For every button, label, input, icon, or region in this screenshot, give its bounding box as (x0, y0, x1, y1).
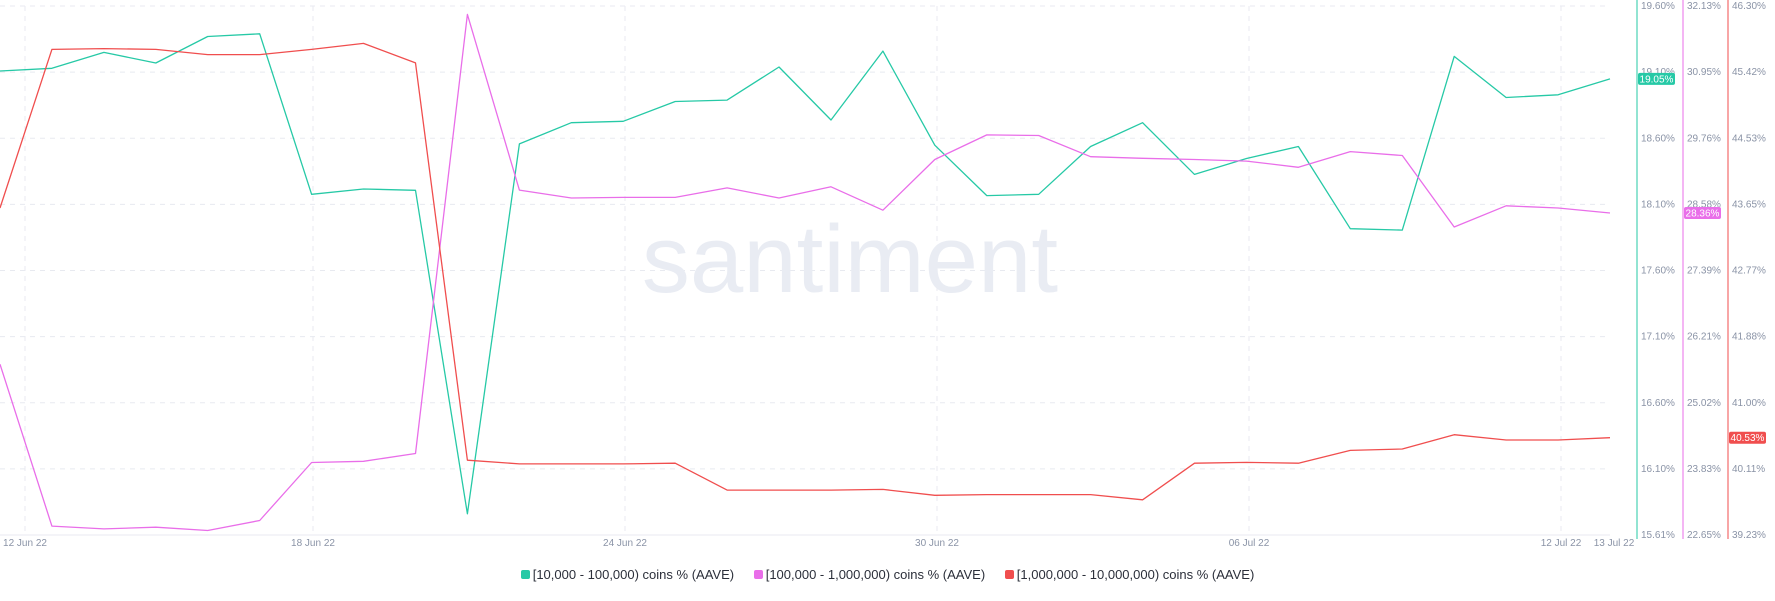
x-tick-label: 24 Jun 22 (603, 538, 647, 549)
x-tick-label: 18 Jun 22 (291, 538, 335, 549)
y-tick-label: 18.60% (1641, 133, 1675, 144)
y-tick-label: 43.65% (1732, 199, 1766, 210)
last-value-badge-2 (1684, 207, 1721, 220)
x-tick-label: 12 Jun 22 (3, 538, 47, 549)
series-line-2 (0, 13, 1611, 532)
y-tick-label: 39.23% (1732, 530, 1766, 541)
y-tick-label: 45.42% (1732, 67, 1766, 78)
legend-item-1[interactable]: [10,000 - 100,000) coins % (AAVE) (520, 567, 735, 582)
last-value-badges: 19.05% 28.36% 40.53% (1638, 72, 1766, 444)
y-tick-label: 16.10% (1641, 464, 1675, 475)
last-value-label: 28.36% (1686, 209, 1720, 220)
y-tick-label: 22.65% (1687, 530, 1721, 541)
y-tick-label: 19.10% (1641, 67, 1675, 78)
legend: [10,000 - 100,000) coins % (AAVE) [100,0… (0, 567, 1775, 582)
last-value-badge-1 (1638, 72, 1675, 85)
legend-item-2[interactable]: [100,000 - 1,000,000) coins % (AAVE) (753, 567, 986, 582)
legend-label-2: [100,000 - 1,000,000) coins % (AAVE) (765, 567, 986, 582)
watermark: santiment (642, 206, 1058, 313)
y-tick-label: 41.88% (1732, 332, 1766, 343)
series-line-1 (0, 33, 1611, 515)
y-tick-label: 26.21% (1687, 332, 1721, 343)
legend-label-1: [10,000 - 100,000) coins % (AAVE) (532, 567, 735, 582)
y-tick-label: 27.39% (1687, 266, 1721, 277)
x-axis: 12 Jun 22 18 Jun 22 24 Jun 22 30 Jun 22 06 J… (0, 534, 1635, 549)
y-tick-label: 32.13% (1687, 1, 1721, 12)
y-tick-label: 15.61% (1641, 530, 1675, 541)
y-tick-label: 25.02% (1687, 398, 1721, 409)
last-value-label: 40.53% (1731, 433, 1765, 444)
y-tick-label: 19.60% (1641, 1, 1675, 12)
x-tick-label: 06 Jul 22 (1229, 538, 1270, 549)
y-tick-label: 28.58% (1687, 199, 1721, 210)
y-tick-label: 46.30% (1732, 1, 1766, 12)
legend-swatch-1 (520, 570, 530, 579)
y-tick-label: 17.60% (1641, 266, 1675, 277)
x-tick-label: 12 Jul 22 (1541, 538, 1582, 549)
legend-label-3: [1,000,000 - 10,000,000) coins % (AAVE) (1016, 567, 1255, 582)
legend-swatch-2 (753, 570, 763, 579)
x-tick-label: 30 Jun 22 (915, 538, 959, 549)
y-tick-label: 29.76% (1687, 133, 1721, 144)
chart: santiment 12 Jun 22 18 Jun 22 24 Jun 22 30 … (0, 0, 1766, 549)
series-lines (0, 13, 1611, 532)
y-tick-label: 17.10% (1641, 332, 1675, 343)
last-value-badge-3 (1729, 431, 1766, 444)
last-value-label: 19.05% (1640, 74, 1674, 85)
y-tick-label: 40.11% (1732, 464, 1765, 475)
y-tick-label: 44.53% (1732, 133, 1766, 144)
y-tick-label: 42.77% (1732, 266, 1766, 277)
y-tick-label: 16.60% (1641, 398, 1675, 409)
y-tick-label: 18.10% (1641, 199, 1675, 210)
y-tick-label: 23.83% (1687, 464, 1721, 475)
y-tick-label: 41.00% (1732, 398, 1766, 409)
y-axes: 19.60% 19.10% 18.60% 18.10% 17.60% 17.10% 16.6… (1636, 0, 1766, 541)
y-tick-label: 30.95% (1687, 67, 1721, 78)
x-tick-label: 13 Jul 22 (1594, 538, 1635, 549)
legend-swatch-3 (1004, 570, 1014, 579)
legend-item-3[interactable]: [1,000,000 - 10,000,000) coins % (AAVE) (1004, 567, 1255, 582)
series-line-3 (0, 42, 1611, 501)
